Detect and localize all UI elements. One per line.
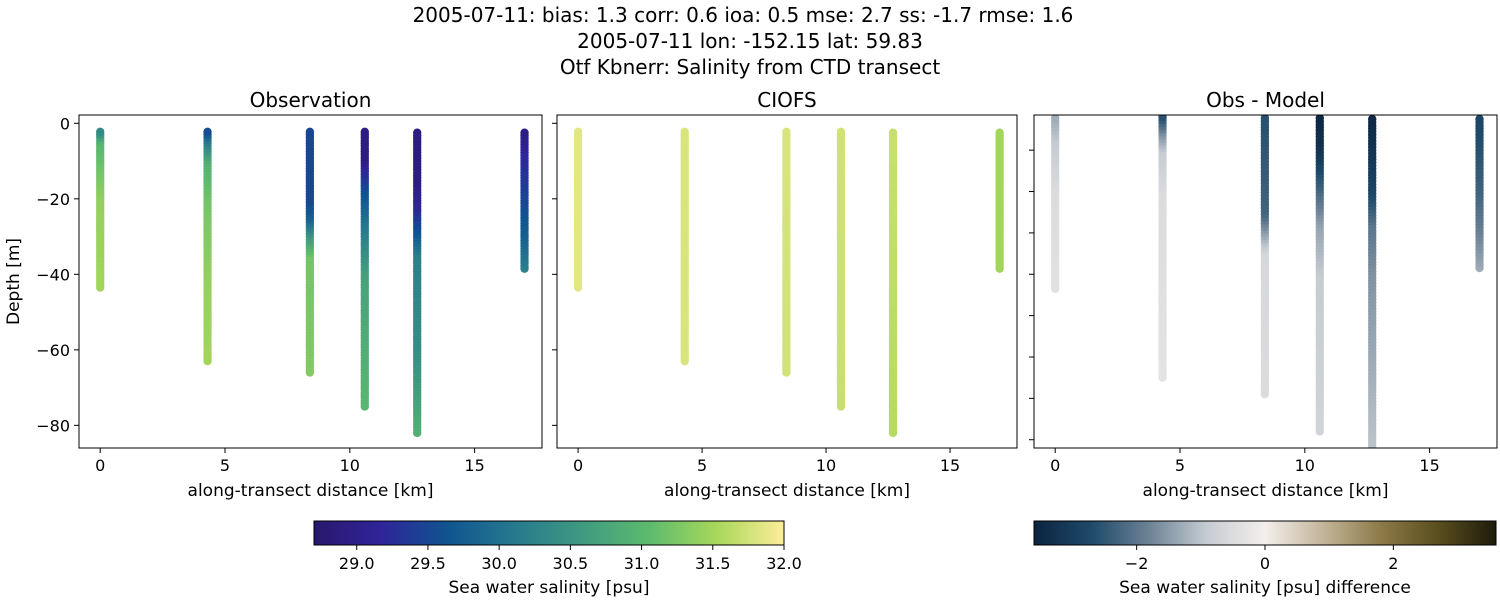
profile-4-point: [888, 128, 898, 137]
profile-1-point: [680, 127, 689, 137]
colorbar-tick-label: −2: [1125, 554, 1149, 573]
profile-2-point: [1260, 115, 1270, 123]
x-tick-label: 10: [340, 456, 360, 475]
panel-1: CIOFS 0 5 10 15 along-transect distance [km]: [552, 88, 1018, 501]
profile-5-point: [520, 128, 529, 137]
colorbar-tick-label: 29.0: [339, 554, 375, 573]
x-axis-label: along-transect distance [km]: [664, 481, 910, 501]
colorbar-tick-label: 31.5: [695, 554, 731, 573]
panel-title: CIOFS: [757, 88, 816, 112]
x-tick-label: 5: [1175, 456, 1185, 475]
colorbar-tick-label: 30.5: [553, 554, 589, 573]
panel-2: Obs - Model 0 5 10 15 along-transect distance…: [1029, 88, 1498, 501]
profile-1-point: [203, 127, 212, 137]
x-tick-label: 10: [1295, 456, 1315, 475]
x-tick-label: 15: [940, 456, 960, 475]
colorbar-tick-label: 32.0: [766, 554, 802, 573]
x-tick-label: 0: [95, 456, 105, 475]
x-tick-label: 15: [1419, 456, 1439, 475]
profile-4-point: [413, 128, 422, 137]
y-tick-label: −60: [36, 341, 70, 360]
markers: [1051, 115, 1484, 448]
title-line-2: 2005-07-11 lon: -152.15 lat: 59.83: [577, 29, 923, 53]
markers: [96, 127, 529, 438]
x-axis-label: along-transect distance [km]: [188, 481, 434, 501]
colorbar-label: Sea water salinity [psu] difference: [1119, 578, 1411, 598]
panel-title: Observation: [250, 88, 372, 112]
colorbar-gradient: [313, 520, 785, 546]
colorbar-label: Sea water salinity [psu]: [449, 578, 650, 598]
x-tick-label: 0: [1050, 456, 1060, 475]
profile-2-point: [305, 127, 315, 137]
colorbar-gradient: [1033, 520, 1497, 546]
x-tick-label: 0: [573, 456, 583, 475]
profile-0-point: [573, 127, 583, 137]
axes-frame: [78, 114, 543, 449]
x-tick-label: 5: [697, 456, 707, 475]
panel-title: Obs - Model: [1206, 88, 1325, 112]
y-tick-label: −20: [36, 190, 70, 209]
profile-1-point: [1158, 115, 1167, 122]
title-line-3: Otf Kbnerr: Salinity from CTD transect: [560, 55, 941, 79]
y-tick-label: 0: [60, 114, 70, 133]
panel-0: Observation 0 5 10 15 along-transect distance…: [4, 88, 543, 501]
profile-3-point: [836, 127, 846, 137]
profile-0-point: [96, 127, 105, 137]
profile-4-point: [1368, 115, 1377, 124]
title-line-1: 2005-07-11: bias: 1.3 corr: 0.6 ioa: 0.5…: [413, 3, 1074, 27]
profile-2-point: [782, 127, 791, 137]
colorbar-tick-label: 29.5: [410, 554, 446, 573]
colorbar-tick-label: 30.0: [481, 554, 517, 573]
x-tick-label: 10: [816, 456, 836, 475]
y-tick-label: −40: [36, 265, 70, 284]
profile-3-point: [1315, 115, 1324, 123]
axes-frame: [1033, 114, 1498, 449]
colorbar-salinity: 29.0 29.5 30.0 30.5 31.0 31.5 32.0 Sea water sa…: [313, 520, 802, 598]
profile-3-point: [360, 127, 369, 137]
profile-0-point: [1051, 115, 1060, 123]
x-tick-label: 5: [220, 456, 230, 475]
colorbar-tick-label: 2: [1388, 554, 1398, 573]
x-tick-label: 15: [464, 456, 484, 475]
y-axis-label: Depth [m]: [4, 238, 24, 325]
colorbar-tick-label: 0: [1260, 554, 1270, 573]
x-axis-label: along-transect distance [km]: [1143, 481, 1389, 501]
colorbar-tick-label: 31.0: [624, 554, 660, 573]
markers: [573, 127, 1004, 438]
profile-5-point: [995, 128, 1004, 137]
y-tick-label: −80: [36, 416, 70, 435]
profile-5-point: [1475, 115, 1484, 124]
axes-frame: [556, 114, 1018, 449]
colorbar-difference: −2 0 2 Sea water salinity [psu] difference: [1033, 520, 1497, 598]
